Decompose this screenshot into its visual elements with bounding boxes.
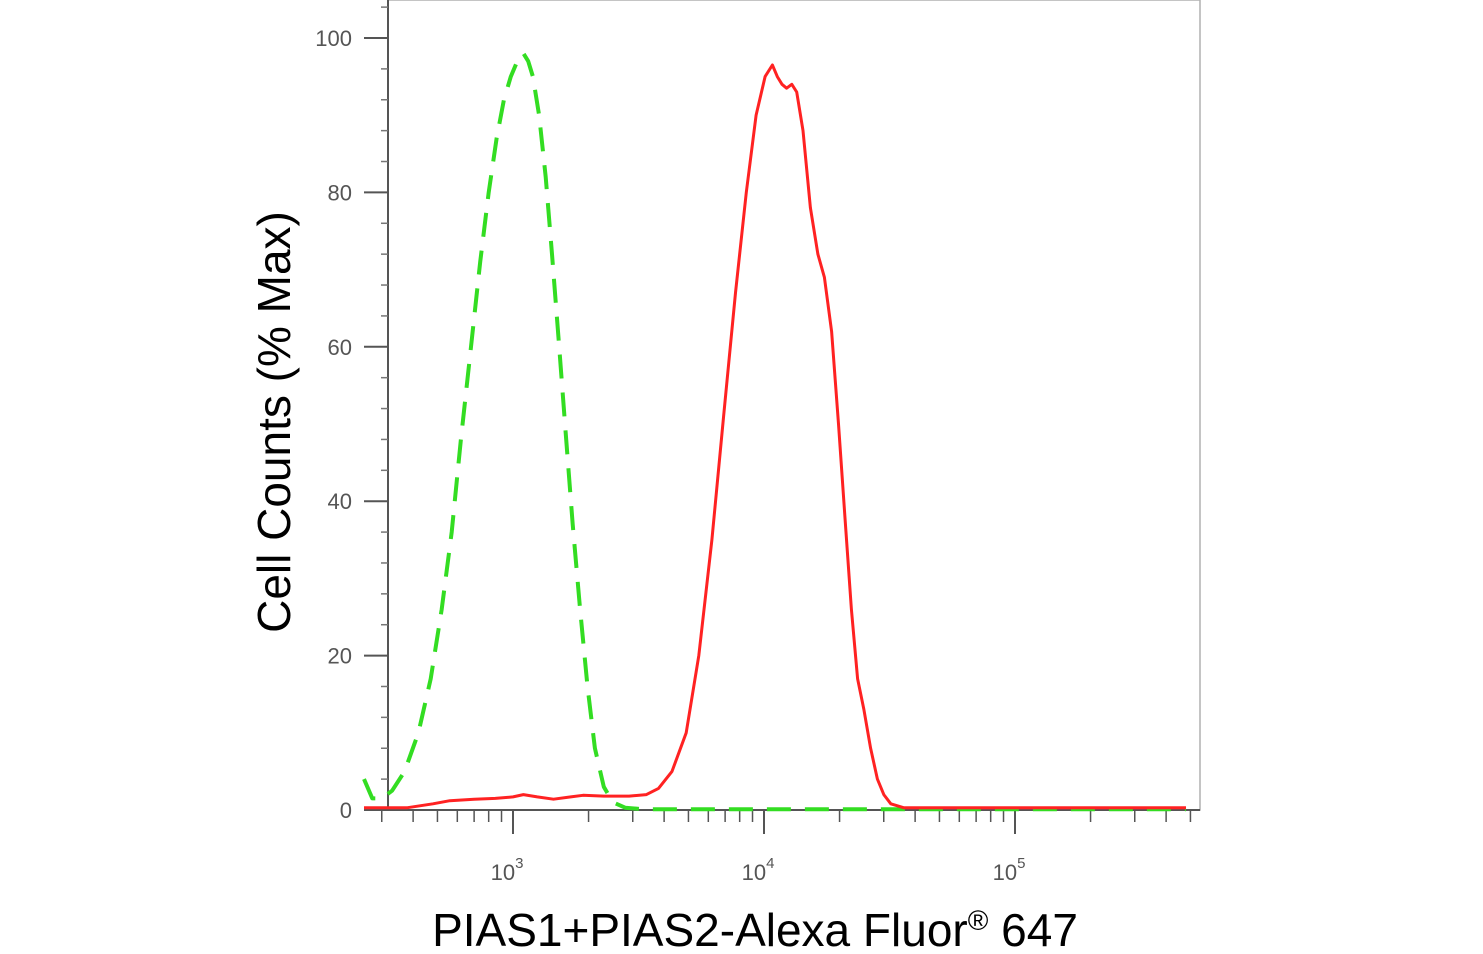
plot-area [387,0,1201,811]
x-axis-label: PIAS1+PIAS2-Alexa Fluor® 647 [432,904,1078,954]
y-tick-label: 80 [328,180,352,205]
control-histogram-line [362,51,1186,812]
x-tick-label: 105 [993,855,1026,885]
y-tick-label: 60 [328,335,352,360]
y-tick-label: 100 [315,26,352,51]
x-tick-label: 104 [742,855,775,885]
y-axis-label: Cell Counts (% Max) [248,211,300,633]
y-tick-label: 20 [328,644,352,669]
y-tick-label: 0 [340,798,352,823]
y-tick-label: 40 [328,489,352,514]
x-tick-label: 103 [491,855,524,885]
sample-histogram-line [364,63,1186,810]
